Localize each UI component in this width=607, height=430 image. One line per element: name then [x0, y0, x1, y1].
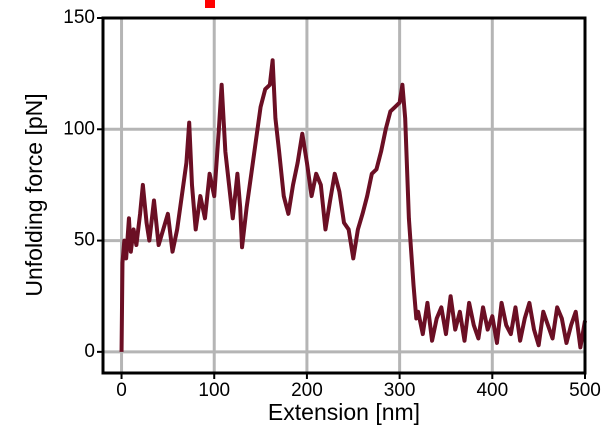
- x-tick-label: 500: [569, 380, 601, 401]
- x-tick-label: 200: [291, 380, 323, 401]
- y-tick-label: 0: [84, 341, 95, 362]
- x-tick-label: 100: [198, 380, 230, 401]
- y-tick-label: 100: [63, 118, 95, 139]
- plot-frame: [101, 16, 587, 375]
- cropped-mark: [205, 0, 215, 8]
- x-tick-label: 300: [384, 380, 416, 401]
- y-tick-label: 150: [63, 7, 95, 28]
- x-tick-label: 0: [116, 380, 127, 401]
- data-line: [119, 58, 587, 352]
- plot: [119, 58, 587, 352]
- y-axis-label: Unfolding force [pN]: [21, 93, 47, 296]
- x-tick-label: 400: [476, 380, 508, 401]
- y-tick-label: 50: [74, 230, 95, 251]
- x-axis-label: Extension [nm]: [268, 399, 420, 425]
